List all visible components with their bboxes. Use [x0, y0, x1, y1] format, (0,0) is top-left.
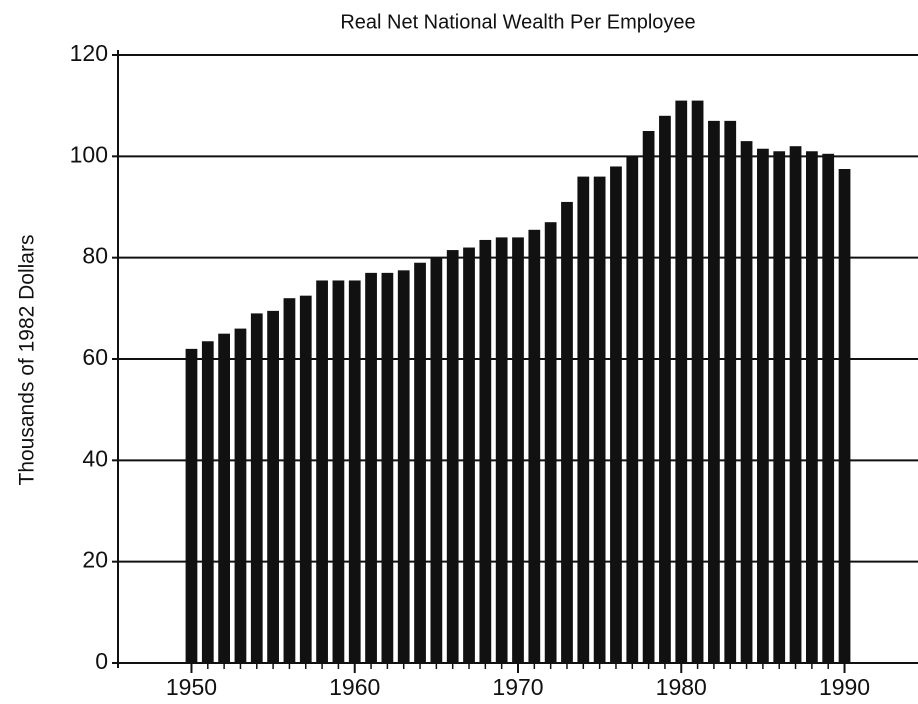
- y-tick-label: 20: [82, 547, 108, 573]
- bar: [642, 131, 655, 663]
- bar: [675, 100, 688, 664]
- y-tick-label: 40: [82, 445, 108, 471]
- y-tick-label: 100: [70, 141, 108, 167]
- bar: [757, 148, 769, 663]
- bar: [528, 229, 541, 664]
- bar: [397, 270, 410, 663]
- bar: [250, 313, 263, 663]
- bar: [593, 176, 606, 663]
- bar: [691, 100, 704, 664]
- bar: [577, 176, 590, 663]
- bar: [201, 341, 214, 663]
- bar: [267, 310, 279, 663]
- bar: [610, 166, 622, 663]
- chart-title: Real Net National Wealth Per Employee: [340, 11, 695, 33]
- y-tick-label: 60: [82, 344, 108, 370]
- bar: [185, 348, 198, 663]
- x-tick-label: 1970: [492, 674, 543, 700]
- bar: [348, 280, 361, 663]
- bar: [773, 151, 786, 663]
- bar: [299, 295, 312, 663]
- bar: [626, 156, 639, 664]
- bar: [495, 237, 508, 663]
- bar: [659, 115, 671, 664]
- bar: [430, 257, 443, 663]
- y-tick-label: 120: [70, 40, 108, 66]
- bar: [479, 239, 492, 663]
- bar: [708, 120, 720, 663]
- bar: [446, 250, 459, 664]
- bar: [544, 222, 557, 663]
- bar: [316, 280, 328, 663]
- bar: [463, 247, 475, 664]
- bar: [218, 333, 230, 663]
- bar: [724, 120, 737, 663]
- bar: [512, 237, 524, 663]
- bar: [414, 262, 426, 663]
- x-tick-label: 1990: [819, 674, 870, 700]
- bar: [283, 298, 296, 663]
- x-tick-label: 1980: [656, 674, 707, 700]
- bar: [332, 280, 345, 663]
- bar: [822, 153, 835, 664]
- x-tick-label: 1950: [166, 674, 217, 700]
- y-axis-label: Thousands of 1982 Dollars: [16, 235, 39, 486]
- bar: [806, 151, 818, 663]
- bar: [740, 141, 753, 664]
- bar: [365, 272, 377, 663]
- bar: [838, 169, 851, 663]
- x-tick-label: 1960: [329, 674, 380, 700]
- bar: [234, 328, 247, 663]
- bar: [789, 146, 802, 663]
- bar: [561, 201, 573, 663]
- y-tick-label: 80: [82, 243, 108, 269]
- bar: [381, 272, 394, 663]
- y-tick-label: 0: [95, 648, 108, 674]
